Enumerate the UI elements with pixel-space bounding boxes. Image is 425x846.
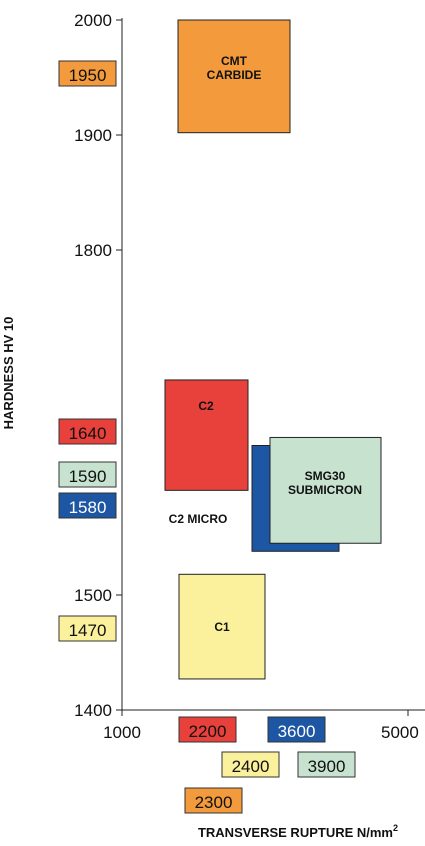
- hardness-badge: [58, 418, 117, 445]
- rupture-badge-text: 2400: [232, 757, 270, 776]
- rupture-badge-text: 3900: [308, 757, 346, 776]
- grade-box: [269, 436, 382, 544]
- rupture-badge-text: 2300: [195, 793, 233, 812]
- grade-box: [178, 573, 266, 680]
- annotation-c2-micro: C2 MICRO: [169, 512, 228, 526]
- rupture-badge: [221, 751, 280, 778]
- grade-label: CARBIDE: [207, 68, 262, 82]
- hardness-badge: [58, 615, 117, 642]
- hardness-badge: [58, 461, 117, 488]
- hardness-badge: [58, 492, 117, 519]
- rupture-badge-text: 2200: [189, 722, 227, 741]
- y-tick-label: 1800: [74, 241, 112, 260]
- grade-box: [164, 379, 249, 491]
- hardness-badge-text: 1640: [69, 424, 107, 443]
- y-tick-label: 1900: [74, 126, 112, 145]
- grade-label: SMG30: [305, 469, 346, 483]
- axis-titles: HARDNESS HV 10 TRANSVERSE RUPTURE N/mm2: [1, 317, 398, 840]
- rupture-badge: [178, 716, 237, 743]
- grade-label: C2: [198, 399, 214, 413]
- x-axis-title-superscript: 2: [393, 823, 398, 833]
- x-axis-title: TRANSVERSE RUPTURE N/mm2: [198, 823, 398, 840]
- hardness-badge-text: 1950: [69, 66, 107, 85]
- hardness-badge: [58, 60, 117, 87]
- grade-label: CMT: [221, 54, 248, 68]
- y-axis-title: HARDNESS HV 10: [1, 317, 16, 430]
- y-tick-label: 1500: [74, 586, 112, 605]
- x-tick-label: 1000: [103, 723, 141, 742]
- hardness-badge-text: 1470: [69, 621, 107, 640]
- grade-label: C1: [214, 620, 230, 634]
- grade-box: [177, 19, 291, 134]
- y-tick-label: 1400: [74, 701, 112, 720]
- x-tick-label: 5000: [381, 723, 419, 742]
- hardness-badge-text: 1580: [69, 498, 107, 517]
- rupture-badge-text: 3600: [278, 722, 316, 741]
- value-badges: 1950 1640 1580 1590 1470 2300 2200 3600 3900 2400: [58, 60, 356, 814]
- axes: 1400 1500 1800 1900 2000 1000 5000: [74, 11, 425, 742]
- rupture-badge: [267, 716, 326, 743]
- rupture-badge: [184, 787, 243, 814]
- hardness-badge-text: 1590: [69, 467, 107, 486]
- y-tick-label: 2000: [74, 11, 112, 30]
- grade-label: SUBMICRON: [288, 483, 362, 497]
- rupture-badge: [297, 751, 356, 778]
